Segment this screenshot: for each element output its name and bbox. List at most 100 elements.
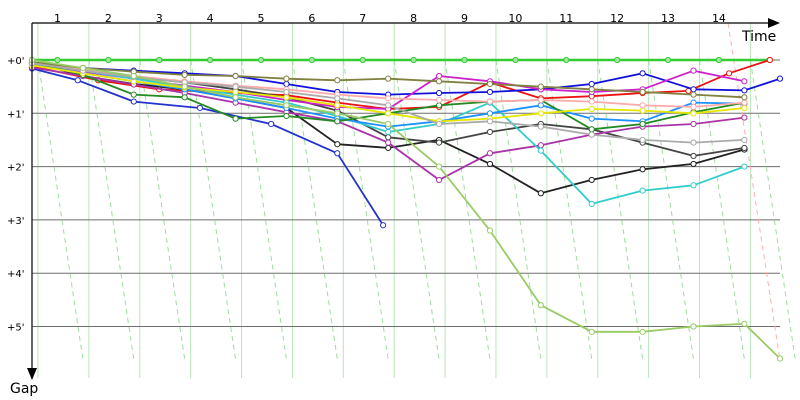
data-point (639, 107, 646, 114)
data-point (435, 72, 443, 80)
data-point (385, 110, 392, 117)
data-point (588, 126, 595, 133)
data-point (283, 94, 290, 101)
data-point (537, 190, 544, 197)
data-point (232, 94, 239, 101)
x-tick-label: 13 (661, 12, 675, 25)
data-point (181, 83, 188, 90)
data-point (486, 110, 494, 117)
y-tick-label: +1' (7, 109, 25, 120)
data-point (537, 96, 544, 104)
data-point (741, 94, 748, 101)
data-point (766, 56, 773, 64)
data-point (385, 95, 392, 102)
data-point (664, 56, 672, 64)
data-point (741, 320, 748, 327)
data-point (156, 56, 163, 64)
data-point (385, 120, 392, 128)
data-point (380, 222, 387, 229)
data-point (308, 56, 315, 64)
lap-marker-line (190, 59, 237, 361)
series (28, 56, 773, 64)
x-tick-label: 10 (508, 12, 522, 25)
data-point (435, 102, 443, 109)
data-point (588, 86, 595, 93)
data-point (486, 128, 494, 136)
lap-marker-line (393, 59, 440, 361)
y-tick-label: +3' (7, 216, 25, 227)
y-tick-labels: +0' +1' +2' +3' +4' +5' (7, 56, 25, 334)
data-point (283, 75, 290, 82)
y-tick-label: +2' (7, 163, 25, 174)
data-point (690, 323, 697, 330)
lap-marker-line (749, 59, 796, 361)
data-point (537, 102, 544, 109)
data-point (588, 105, 595, 113)
data-point (410, 56, 417, 64)
y-axis-arrow-icon (27, 368, 37, 380)
data-point (563, 56, 570, 64)
data-point (639, 102, 646, 109)
data-point (334, 141, 341, 148)
data-point (639, 328, 646, 335)
y-axis-title: Gap (10, 381, 38, 397)
data-point (537, 142, 544, 149)
data-point (486, 80, 494, 88)
data-point (283, 80, 290, 88)
y-tick-label: +5' (7, 323, 25, 334)
series-line (31, 59, 781, 360)
x-tick-label: 6 (308, 12, 315, 25)
data-point (385, 134, 392, 141)
data-point (690, 110, 697, 117)
data-point (461, 56, 468, 64)
data-point (512, 56, 519, 64)
lap-marker-line (241, 59, 288, 361)
x-tick-label: 8 (410, 12, 417, 25)
data-point (741, 99, 748, 106)
data-point (639, 120, 646, 128)
x-tick-label: 9 (461, 12, 468, 25)
data-point (181, 94, 188, 101)
series (28, 56, 784, 362)
lap-marker-line (699, 59, 745, 361)
lap-marker-line (139, 59, 186, 361)
data-point (196, 104, 204, 112)
data-point (359, 56, 366, 64)
data-point (206, 56, 214, 64)
data-point (283, 102, 290, 109)
data-point (741, 136, 748, 144)
x-tick-label: 12 (610, 12, 624, 25)
data-point (537, 83, 544, 90)
data-point (486, 150, 494, 157)
data-point (741, 144, 748, 152)
data-point (588, 131, 595, 138)
data-point (334, 110, 341, 117)
series-group (28, 56, 784, 362)
lap-marker-line (546, 59, 593, 361)
data-point (54, 56, 61, 64)
data-point (741, 87, 748, 94)
data-point (435, 139, 443, 146)
data-point (334, 95, 341, 102)
data-point (283, 88, 290, 96)
data-point (639, 187, 646, 194)
data-point (385, 75, 392, 82)
data-point (435, 89, 443, 97)
data-point (385, 102, 392, 109)
x-tick-label: 7 (359, 12, 366, 25)
data-point (257, 56, 265, 64)
data-point (486, 160, 494, 168)
data-point (588, 115, 595, 122)
data-point (690, 152, 697, 160)
data-point (486, 118, 494, 125)
data-point (435, 176, 443, 184)
data-point (639, 88, 646, 96)
x-tick-label: 14 (712, 12, 726, 25)
data-point (232, 115, 239, 122)
x-tick-label: 2 (105, 12, 112, 25)
data-point (537, 123, 544, 130)
data-point (588, 80, 595, 88)
lap-marker-line (597, 59, 644, 361)
data-point (588, 328, 595, 335)
series-line (31, 64, 781, 96)
